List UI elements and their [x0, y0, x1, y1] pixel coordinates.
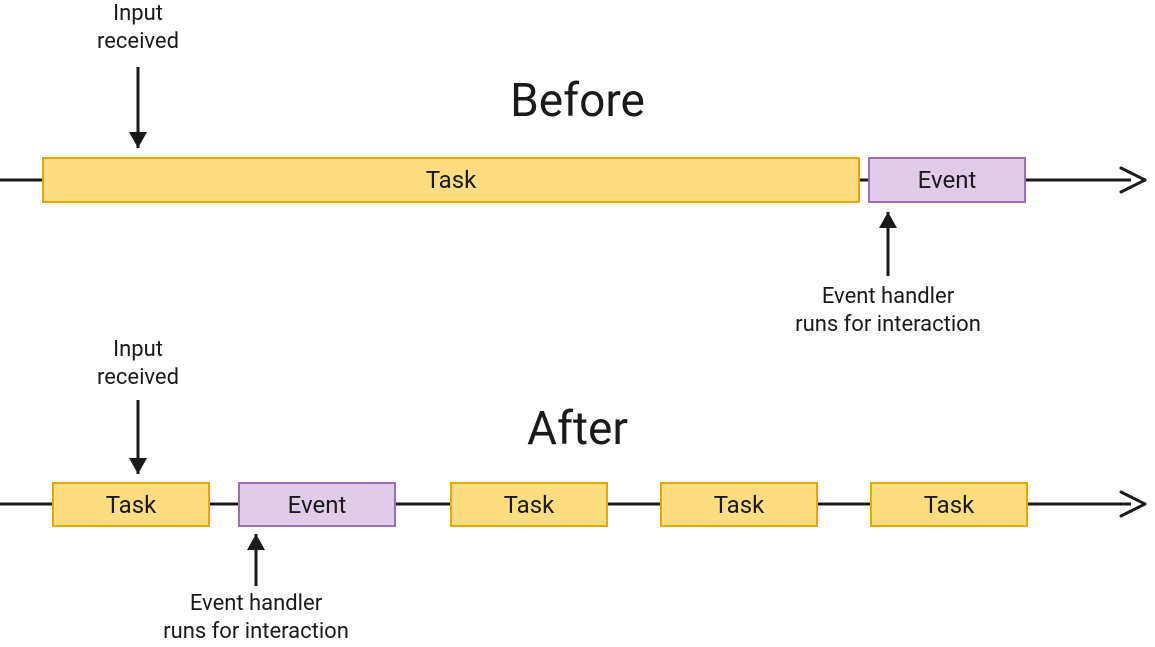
- after-annotation-arrow-after-handler: [0, 0, 1155, 647]
